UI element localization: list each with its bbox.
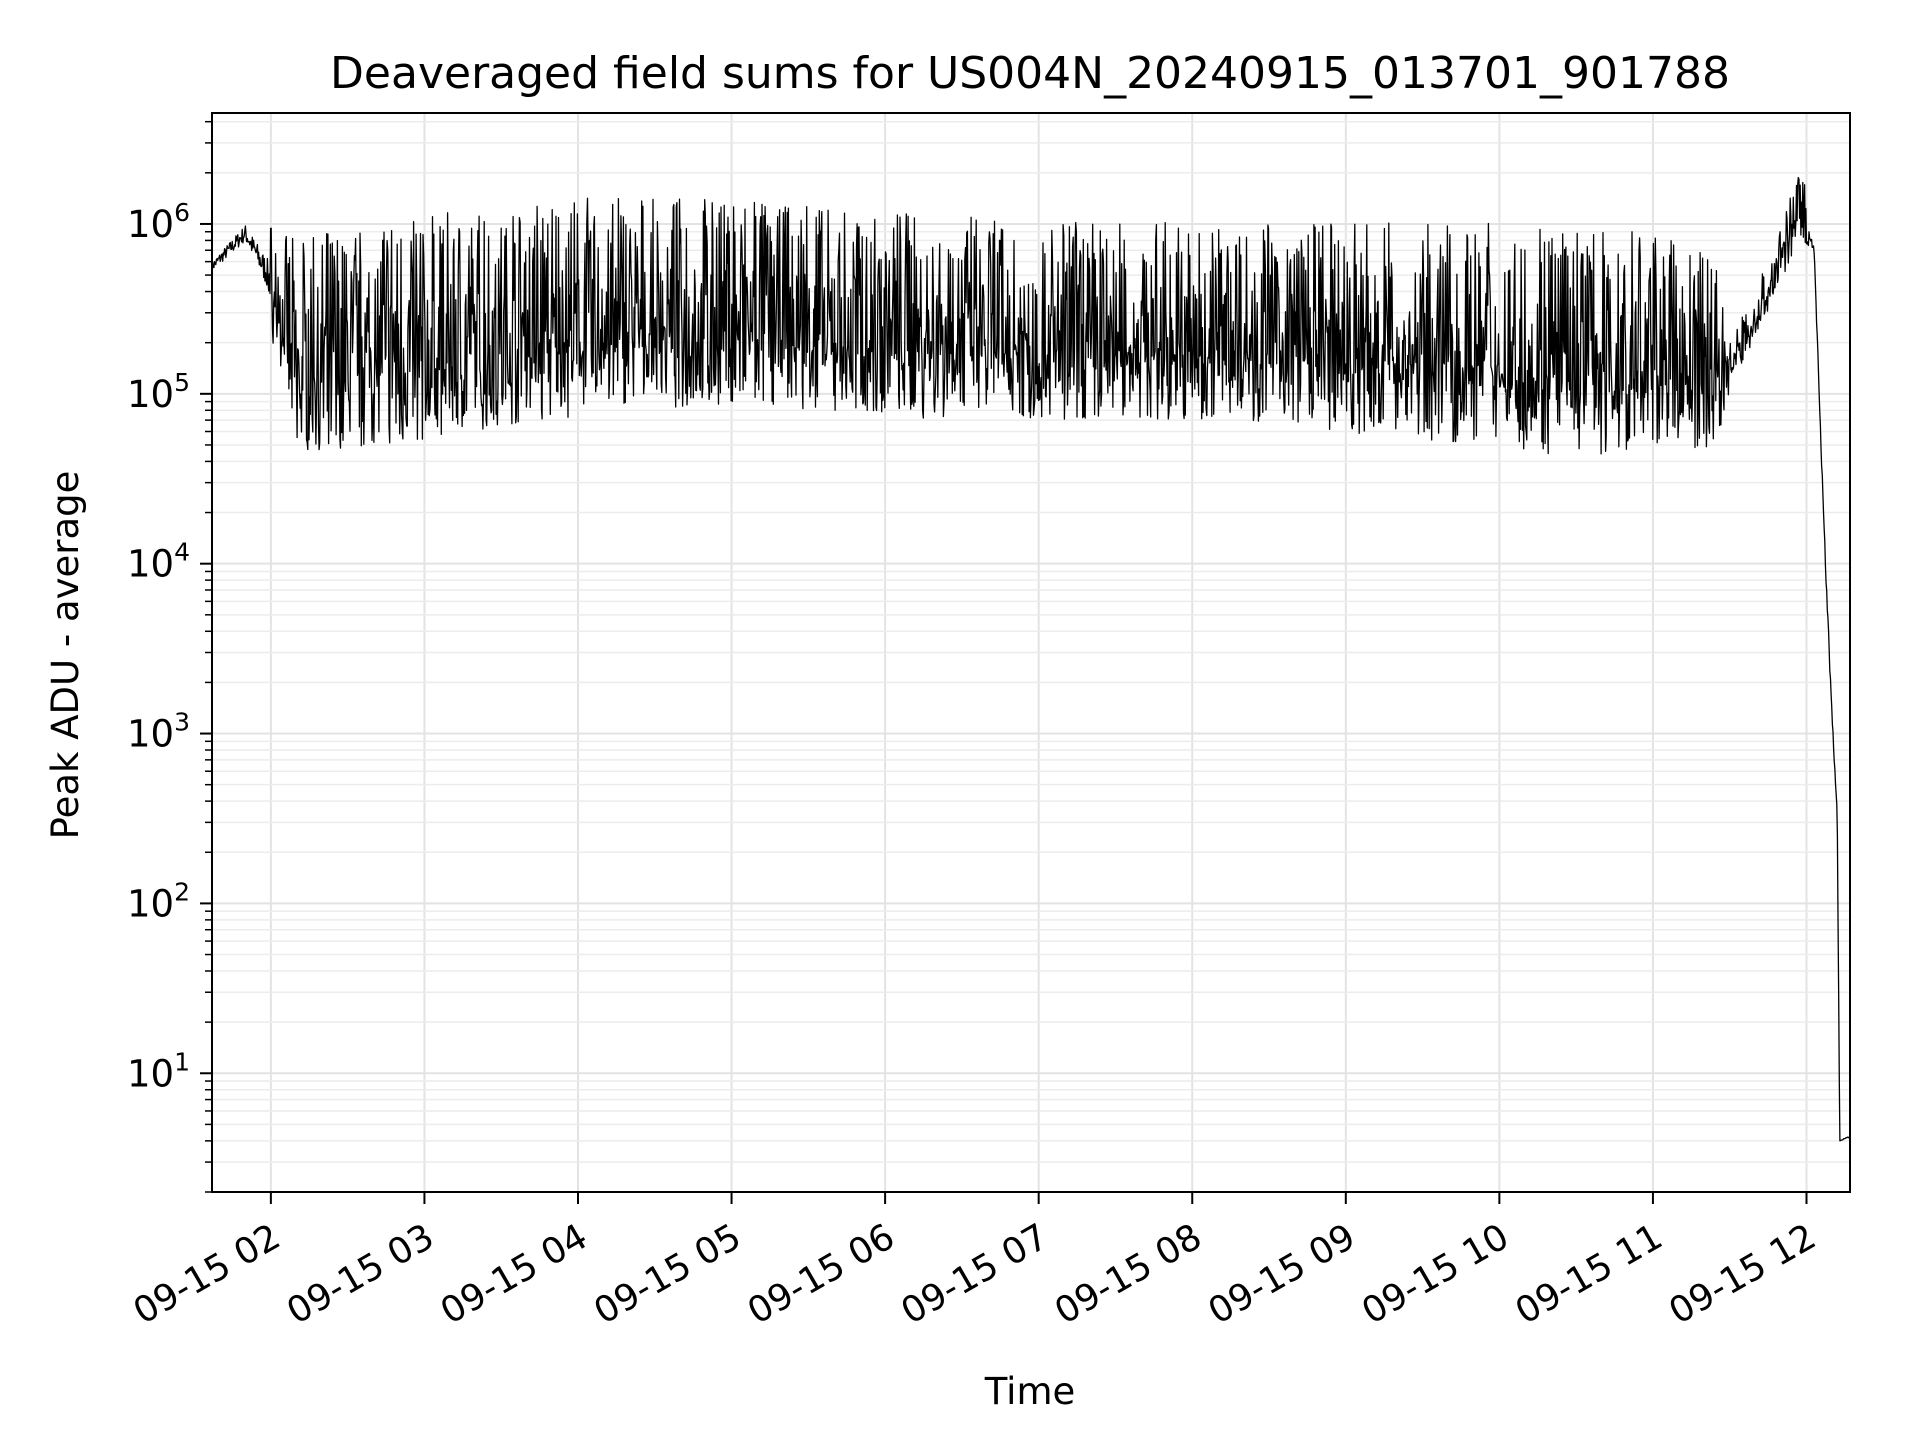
y-tick-label: 106	[127, 198, 190, 246]
y-tick-label: 101	[127, 1047, 190, 1095]
series-line	[211, 176, 1851, 1142]
x-axis-label: Time	[984, 1370, 1076, 1413]
y-tick-label: 102	[127, 877, 190, 925]
chart-title: Deaveraged field sums for US004N_2024091…	[330, 48, 1730, 99]
y-tick-label: 104	[127, 538, 190, 586]
data-series	[211, 176, 1851, 1142]
y-tick-label: 105	[127, 368, 190, 416]
y-axis-label: Peak ADU - average	[44, 471, 87, 840]
y-tick-label: 103	[127, 708, 190, 756]
